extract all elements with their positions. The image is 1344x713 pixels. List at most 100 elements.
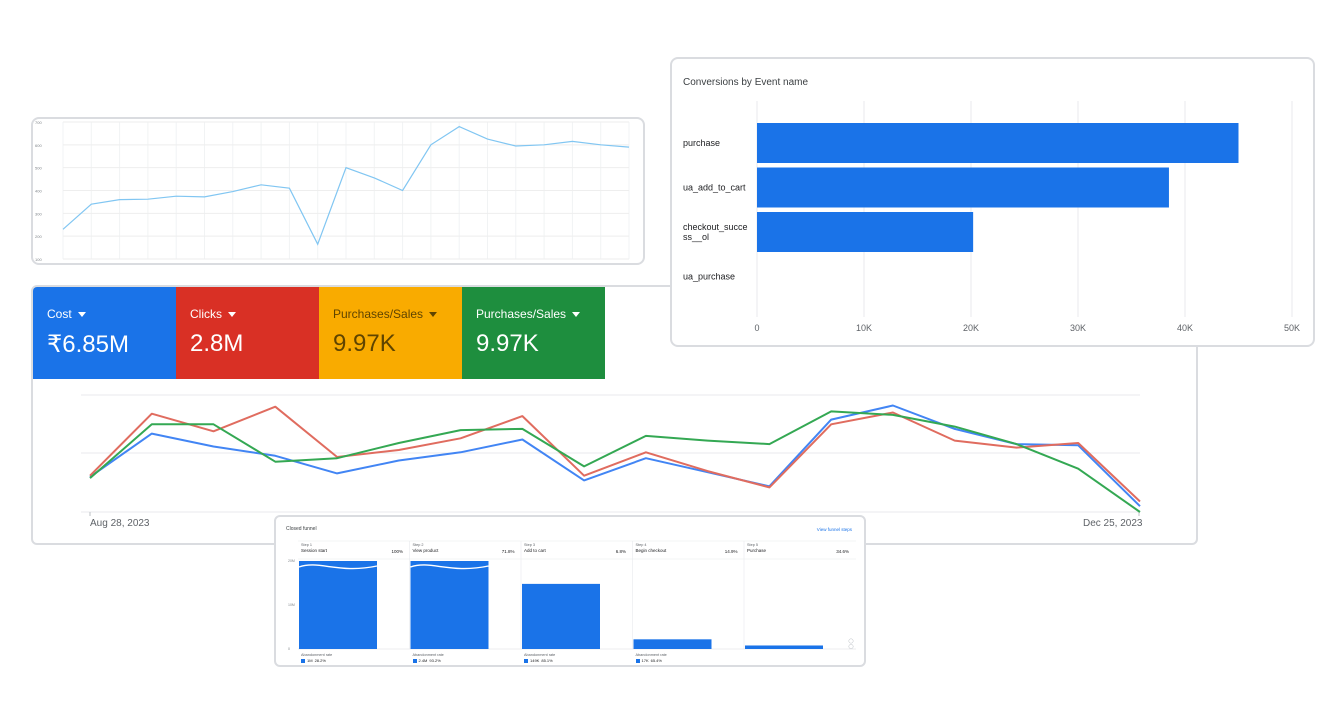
trend-line-chart: 700 600 500 400 300 200 100 [35,120,630,262]
metric-label: Purchases/Sales [476,307,567,321]
step-number: Step 4 [635,543,647,547]
category-label-line: checkout_succe [683,222,748,232]
x-tick-label: 10K [856,323,872,333]
conversions-chart-card: Conversions by Event name 0 10K 20K 30K 40K 5… [670,57,1315,347]
abandonment-value: 149K [530,658,540,663]
metric-tab-purchases-sales[interactable]: Purchases/Sales 9.97K [319,287,462,379]
step-name: Add to cart [524,548,546,553]
category-label: checkout_succe ss__ol [683,222,748,242]
metric-value: ₹6.85M [47,331,129,358]
start-date-label: Aug 28, 2023 [90,518,150,529]
category-label-line: purchase [683,138,720,148]
trend-line-chart-card: 700 600 500 400 300 200 100 [31,117,645,265]
funnel-step-header[interactable]: Step 3 Add to cart [524,543,546,553]
ads-series-line-2 [89,410,1141,513]
bar-2 [757,212,974,252]
end-date-label: Dec 25, 2023 [1083,518,1143,529]
abandonment-label: Abandonment rate [412,653,444,657]
metric-label: Cost [47,307,72,321]
ads-series-line-1 [89,405,1141,503]
dropdown-caret-icon[interactable] [77,311,86,317]
zoom-in-icon [848,638,854,644]
category-label-line: ua_purchase [683,272,735,282]
category-label: ua_purchase [683,272,735,282]
bar-0 [757,123,1239,163]
abandonment-rate: 93.2% [429,658,441,663]
dropdown-caret-icon[interactable] [429,311,438,317]
legend-swatch [635,658,640,663]
funnel-step-header[interactable]: Step 2 View product [413,543,439,553]
abandonment-info: Abandonment rate 149K 85.1% [524,653,555,663]
abandonment-rate: 85.1% [541,658,553,663]
abandonment-label: Abandonment rate [301,653,333,657]
dropdown-caret-icon[interactable] [572,311,581,317]
x-tick-label: 50K [1284,323,1300,333]
closed-funnel-card: Closed funnel View funnel steps 20M 10M 0 S… [274,515,866,667]
wave-marker [298,564,378,570]
y-tick-label: 600 [35,143,42,148]
abandonment-info: Abandonment rate 1M 28.2% [301,653,332,663]
bar-1 [757,167,1169,208]
funnel-title: Closed funnel [286,526,317,532]
metric-value: 9.97K [333,330,396,357]
step-number: Step 5 [747,543,758,547]
abandonment-label: Abandonment rate [524,653,556,657]
step-name: Begin checkout [635,548,667,553]
abandonment-value: 17K [641,658,649,663]
step-completion-percent: 71.8% [501,549,515,554]
funnel-step-header[interactable]: Step 4 Begin checkout [636,543,667,553]
legend-swatch [301,658,305,663]
view-funnel-steps-link[interactable]: View funnel steps [816,527,852,532]
y-tick-label: 100 [35,257,42,262]
metric-tab-cost[interactable]: Cost ₹6.85M [33,287,176,379]
metric-value: 2.8M [190,330,244,357]
category-label-line: ua_add_to_cart [683,183,746,193]
abandonment-rate: 65.4% [650,658,662,663]
y-tick-label: 20M [288,559,295,563]
dropdown-caret-icon[interactable] [228,311,236,317]
abandonment-label: Abandonment rate [635,653,667,657]
conversions-bar-chart: 0 10K 20K 30K 40K 50K purchase ua_add_to_cartch… [683,101,1300,333]
funnel-bar-2 [410,561,489,649]
funnel-chart [298,540,856,650]
step-completion-percent: 6.8% [615,549,626,554]
y-tick-label: 10M [288,603,295,607]
metric-label: Clicks [190,307,222,321]
step-completion-percent: 14.9% [724,549,738,554]
step-number: Step 1 [301,543,312,547]
x-tick-label: 0 [754,323,759,333]
metric-tab-purchases-sales-2[interactable]: Purchases/Sales 9.97K [462,287,605,379]
step-name: View product [412,548,439,553]
funnel-step-header[interactable]: Step 1 Session start [301,543,327,553]
x-tick-label: 20K [963,323,979,333]
funnel-bar-4 [633,639,712,649]
y-tick-label: 300 [35,211,42,216]
y-tick-label: 700 [35,120,42,125]
metric-value: 9.97K [476,330,539,357]
abandonment-value: 2.4M [418,658,428,663]
abandonment-value: 1M [307,658,313,663]
ads-series-line-0 [89,404,1141,507]
funnel-bar-3 [522,583,600,649]
legend-swatch [524,658,528,663]
abandonment-info: Abandonment rate 17K 65.4% [635,653,667,663]
x-tick-label: 40K [1177,323,1193,333]
y-tick-label: 500 [35,166,42,171]
step-number: Step 3 [524,543,535,547]
category-label: purchase [683,138,720,148]
step-completion-percent: 100% [391,549,403,554]
step-completion-percent: 34.6% [836,549,849,554]
category-label-line: ss__ol [683,232,709,242]
x-tick-label: 30K [1070,323,1086,333]
category-label: ua_add_to_cart [683,183,746,193]
y-tick-label: 0 [288,647,290,651]
chart-title: Conversions by Event name [683,77,809,88]
legend-swatch [412,658,417,663]
funnel-step-header[interactable]: Step 5 Purchase [747,543,766,553]
metric-label: Purchases/Sales [333,307,424,321]
trend-line-series [62,125,630,246]
zoom-out-icon [848,644,854,649]
abandonment-rate: 28.2% [314,658,326,663]
y-tick-label: 400 [35,189,42,194]
metric-tab-clicks[interactable]: Clicks 2.8M [176,287,319,379]
